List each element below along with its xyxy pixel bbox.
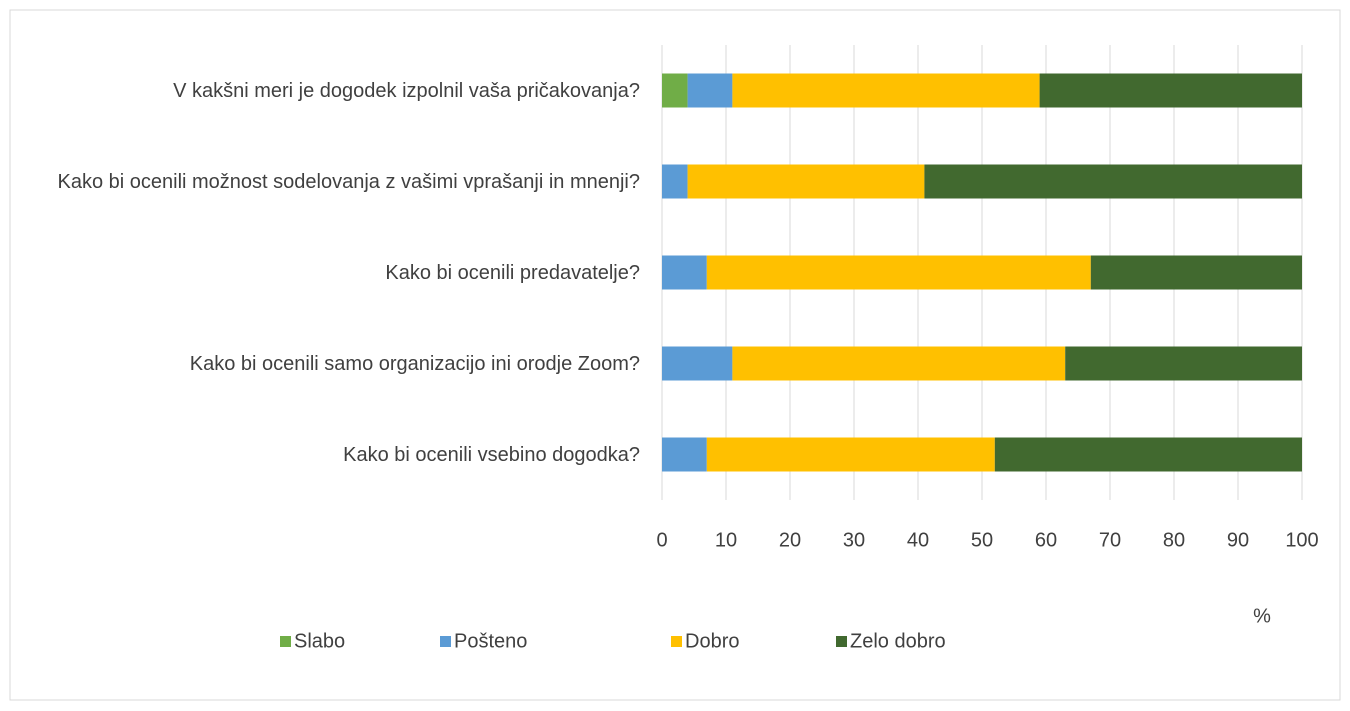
legend-swatch bbox=[836, 636, 847, 647]
bar-segment bbox=[687, 73, 733, 108]
legend-label: Slabo bbox=[294, 630, 345, 652]
x-tick-label: 50 bbox=[971, 529, 993, 551]
bar-segment bbox=[662, 437, 707, 472]
legend-swatch bbox=[280, 636, 291, 647]
category-label: Kako bi ocenili možnost sodelovanja z va… bbox=[57, 170, 640, 193]
x-tick-label: 40 bbox=[907, 529, 929, 551]
legend-label: Dobro bbox=[685, 630, 739, 652]
category-label: Kako bi ocenili vsebino dogodka? bbox=[343, 443, 640, 466]
bar-segment bbox=[732, 73, 1040, 108]
legend-label: Zelo dobro bbox=[850, 630, 946, 652]
bar-segment bbox=[687, 164, 925, 199]
category-label: Kako bi ocenili samo organizacijo ini or… bbox=[189, 352, 640, 375]
x-tick-label: 20 bbox=[779, 529, 801, 551]
bar-segment bbox=[662, 346, 733, 381]
x-tick-label: 60 bbox=[1035, 529, 1057, 551]
legend-swatch bbox=[440, 636, 451, 647]
bar-segment bbox=[1039, 73, 1302, 108]
x-tick-label: 70 bbox=[1099, 529, 1121, 551]
bar-segment bbox=[1090, 255, 1302, 290]
bar-segment bbox=[732, 346, 1066, 381]
bar-segment bbox=[706, 255, 1091, 290]
category-label: V kakšni meri je dogodek izpolnil vaša p… bbox=[173, 79, 640, 102]
x-tick-label: 90 bbox=[1227, 529, 1249, 551]
x-tick-label: 30 bbox=[843, 529, 865, 551]
x-axis-label: % bbox=[1253, 605, 1271, 627]
x-tick-label: 80 bbox=[1163, 529, 1185, 551]
x-tick-label: 10 bbox=[715, 529, 737, 551]
bar-segment bbox=[662, 73, 688, 108]
bar-segment bbox=[994, 437, 1302, 472]
bar-segment bbox=[924, 164, 1302, 199]
bar-segment bbox=[706, 437, 995, 472]
bar-segment bbox=[662, 164, 688, 199]
x-tick-label: 100 bbox=[1285, 529, 1318, 551]
x-tick-label: 0 bbox=[656, 529, 667, 551]
bar-segment bbox=[1065, 346, 1302, 381]
legend-label: Pošteno bbox=[454, 630, 527, 652]
bar-segment bbox=[662, 255, 707, 290]
category-label: Kako bi ocenili predavatelje? bbox=[385, 261, 640, 284]
legend-swatch bbox=[671, 636, 682, 647]
